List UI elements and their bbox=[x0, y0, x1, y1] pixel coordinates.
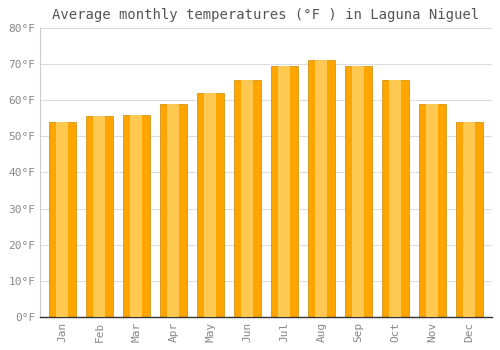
Bar bbox=[168, 104, 179, 317]
Bar bbox=[234, 80, 260, 317]
Bar bbox=[123, 114, 150, 317]
Bar bbox=[426, 104, 438, 317]
Bar bbox=[352, 66, 364, 317]
Bar bbox=[456, 122, 483, 317]
Bar bbox=[242, 80, 254, 317]
Bar bbox=[316, 60, 328, 317]
Bar bbox=[49, 122, 76, 317]
Bar bbox=[464, 122, 475, 317]
Bar bbox=[130, 114, 142, 317]
Bar bbox=[160, 104, 186, 317]
Bar bbox=[390, 80, 402, 317]
Bar bbox=[382, 80, 409, 317]
Bar bbox=[345, 66, 372, 317]
Bar bbox=[86, 116, 113, 317]
Bar bbox=[56, 122, 68, 317]
Bar bbox=[419, 104, 446, 317]
Bar bbox=[308, 60, 335, 317]
Bar bbox=[271, 66, 298, 317]
Bar bbox=[197, 93, 224, 317]
Bar bbox=[204, 93, 216, 317]
Title: Average monthly temperatures (°F ) in Laguna Niguel: Average monthly temperatures (°F ) in La… bbox=[52, 8, 480, 22]
Bar bbox=[94, 116, 106, 317]
Bar bbox=[278, 66, 290, 317]
